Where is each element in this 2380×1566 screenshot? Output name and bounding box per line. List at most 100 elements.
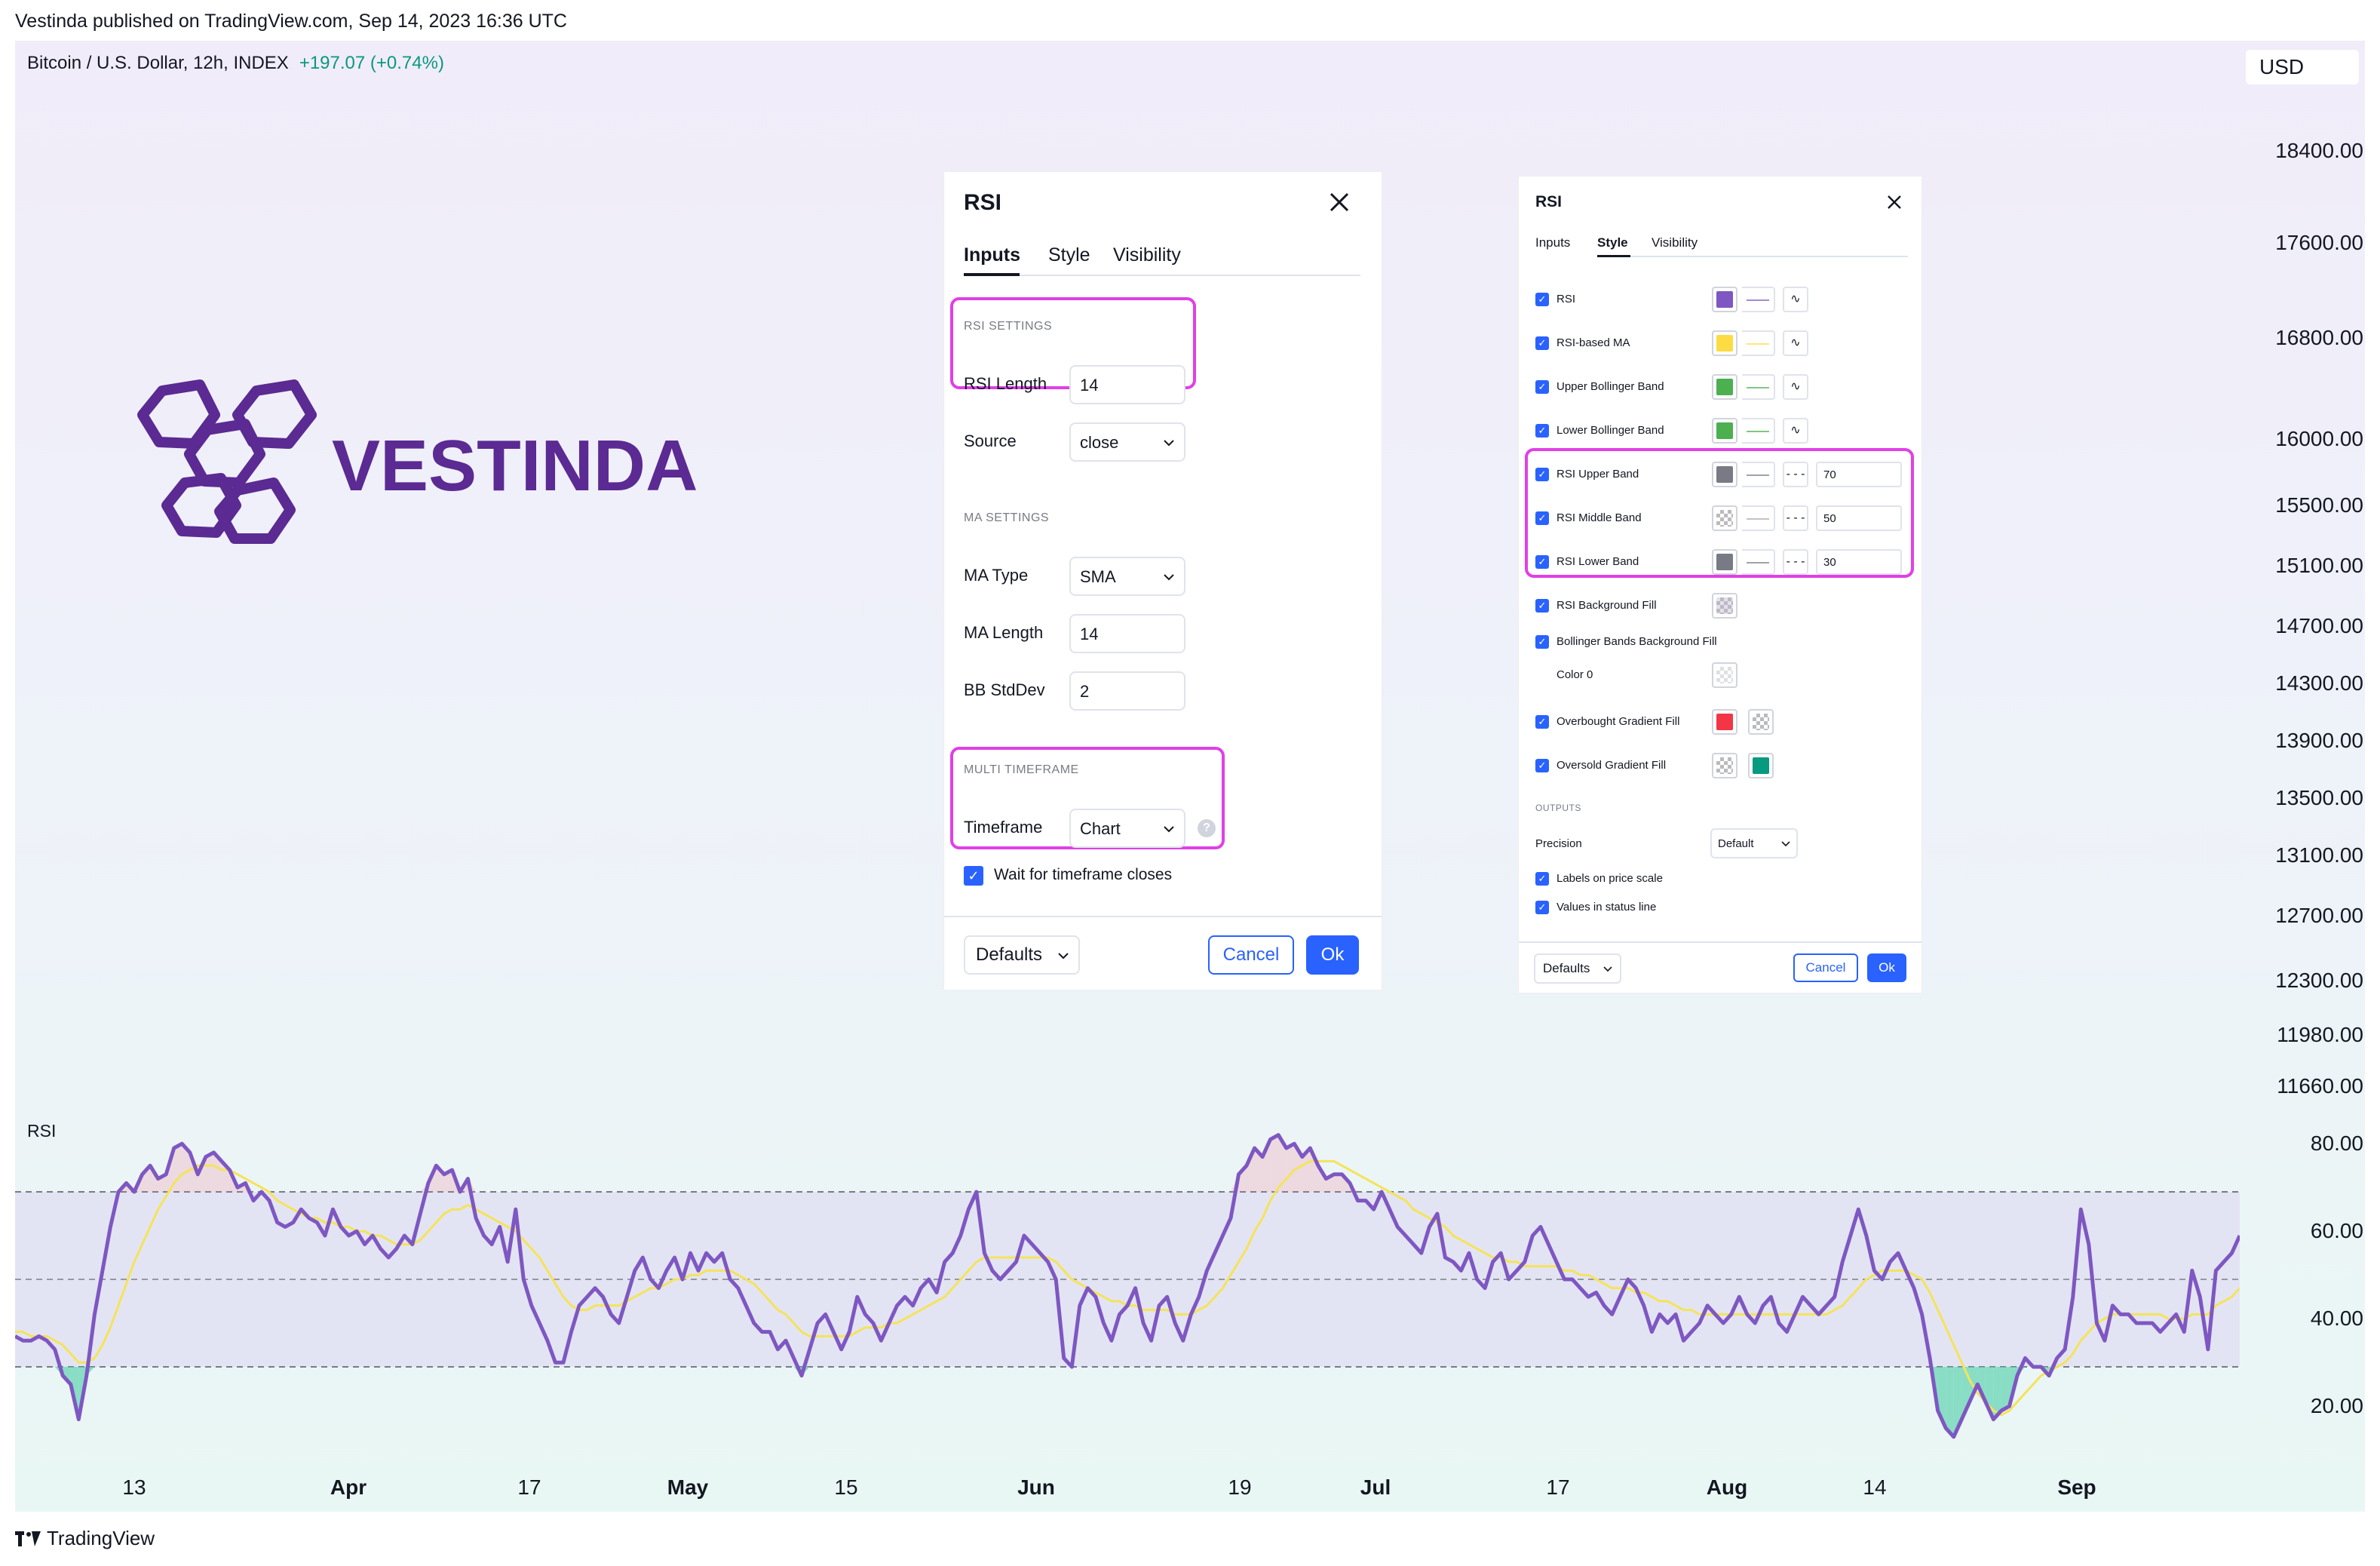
plot-type-icon[interactable]: ∿ xyxy=(1783,287,1808,312)
color-swatch[interactable] xyxy=(1712,709,1737,735)
price-scale-label: 14300.00 xyxy=(2275,671,2363,695)
row-visibility-checkbox[interactable]: ✓ xyxy=(1535,293,1549,306)
ok-button[interactable]: Ok xyxy=(1867,953,1906,982)
price-scale-label: 17600.00 xyxy=(2275,231,2363,254)
wait-timeframe-checkbox[interactable]: ✓ xyxy=(964,866,983,886)
color-swatch[interactable] xyxy=(1748,709,1774,735)
rsi-chart[interactable] xyxy=(15,1107,2240,1474)
price-change: +197.07 (+0.74%) xyxy=(299,53,444,73)
swatch-color xyxy=(1753,714,1769,730)
row-visibility-checkbox[interactable]: ✓ xyxy=(1535,759,1549,772)
values-status-line-checkbox[interactable]: ✓ xyxy=(1535,901,1549,914)
dashed-line-icon[interactable]: - - - xyxy=(1783,462,1808,487)
defaults-button[interactable]: Defaults xyxy=(1534,953,1621,984)
tab-inputs[interactable]: Inputs xyxy=(964,244,1020,266)
swatch-color xyxy=(1716,422,1733,439)
source-select[interactable]: close xyxy=(1069,422,1185,462)
ma-length-input[interactable]: 14 xyxy=(1069,614,1185,653)
close-icon[interactable] xyxy=(1887,195,1902,210)
overbought-gradient-fill xyxy=(142,1165,151,1192)
style-row-label: Bollinger Bands Background Fill xyxy=(1557,635,1717,648)
color-swatch[interactable] xyxy=(1712,374,1737,400)
defaults-button-label: Defaults xyxy=(1543,961,1590,975)
precision-select[interactable]: Default xyxy=(1710,828,1798,858)
swatch-color xyxy=(1716,510,1733,527)
ok-button[interactable]: Ok xyxy=(1306,935,1359,975)
color-swatch[interactable] xyxy=(1712,753,1737,778)
symbol-legend[interactable]: Bitcoin / U.S. Dollar, 12h, INDEX +197.07… xyxy=(27,53,444,74)
line-style-control[interactable] xyxy=(1742,549,1775,575)
swatch-color xyxy=(1716,757,1733,774)
row-visibility-checkbox[interactable]: ✓ xyxy=(1535,424,1549,438)
row-visibility-checkbox[interactable]: ✓ xyxy=(1535,336,1549,350)
band-value-input[interactable]: 50 xyxy=(1816,505,1902,531)
dashed-line-icon[interactable]: - - - xyxy=(1783,549,1808,575)
time-axis-label: Apr xyxy=(330,1475,367,1499)
plot-type-icon[interactable]: ∿ xyxy=(1783,374,1808,400)
help-icon[interactable]: ? xyxy=(1198,819,1216,837)
line-style-control[interactable] xyxy=(1742,418,1775,444)
tab-visibility[interactable]: Visibility xyxy=(1652,235,1698,250)
tab-inputs[interactable]: Inputs xyxy=(1535,235,1571,250)
line-style-control[interactable] xyxy=(1742,505,1775,531)
row-visibility-checkbox[interactable]: ✓ xyxy=(1535,468,1549,481)
cancel-button[interactable]: Cancel xyxy=(1793,953,1858,982)
wait-timeframe-label: Wait for timeframe closes xyxy=(994,866,1173,883)
defaults-button[interactable]: Defaults xyxy=(964,935,1080,975)
plot-type-icon[interactable]: ∿ xyxy=(1783,330,1808,356)
overbought-gradient-fill xyxy=(1270,1135,1279,1192)
line-style-control[interactable] xyxy=(1742,287,1775,312)
timeframe-select[interactable]: Chart xyxy=(1069,809,1185,848)
chevron-down-icon xyxy=(1603,966,1612,972)
currency-selector[interactable]: USD xyxy=(2246,50,2359,84)
color-swatch[interactable] xyxy=(1712,287,1737,312)
row-visibility-checkbox[interactable]: ✓ xyxy=(1535,380,1549,394)
overbought-gradient-fill xyxy=(443,1170,452,1192)
overbought-gradient-fill xyxy=(1278,1135,1287,1192)
time-axis-label: May xyxy=(667,1475,709,1499)
color-swatch[interactable] xyxy=(1712,549,1737,575)
tab-visibility[interactable]: Visibility xyxy=(1113,244,1181,266)
line-style-control[interactable] xyxy=(1742,462,1775,487)
price-scale-label: 12700.00 xyxy=(2275,904,2363,927)
tab-divider xyxy=(1630,256,1908,257)
tradingview-logo[interactable]: TradingView xyxy=(15,1527,155,1550)
cancel-button[interactable]: Cancel xyxy=(1208,935,1294,975)
color-swatch[interactable] xyxy=(1748,753,1774,778)
row-visibility-checkbox[interactable]: ✓ xyxy=(1535,511,1549,525)
line-preview xyxy=(1747,299,1769,301)
band-value-input[interactable]: 30 xyxy=(1816,549,1902,575)
color-swatch[interactable] xyxy=(1712,505,1737,531)
color-swatch[interactable] xyxy=(1712,330,1737,356)
price-scale-label: 16000.00 xyxy=(2275,427,2363,450)
row-visibility-checkbox[interactable]: ✓ xyxy=(1535,599,1549,613)
line-style-control[interactable] xyxy=(1742,374,1775,400)
rsi-style-dialog[interactable]: RSI Inputs Style Visibility ✓ RSI ∿ ✓ RSI-ba… xyxy=(1519,177,1921,993)
color-swatch[interactable] xyxy=(1712,593,1737,619)
bb-stddev-input[interactable]: 2 xyxy=(1069,671,1185,711)
tab-style[interactable]: Style xyxy=(1597,235,1628,250)
active-tab-indicator xyxy=(964,273,1020,276)
swatch-color xyxy=(1716,597,1733,614)
plot-type-icon[interactable]: ∿ xyxy=(1783,418,1808,444)
precision-value: Default xyxy=(1718,837,1754,850)
color-swatch[interactable] xyxy=(1712,462,1737,487)
row-visibility-checkbox[interactable]: ✓ xyxy=(1535,715,1549,729)
overbought-gradient-fill xyxy=(205,1152,214,1192)
row-visibility-checkbox[interactable]: ✓ xyxy=(1535,635,1549,649)
line-preview xyxy=(1747,562,1769,563)
band-value: 70 xyxy=(1823,468,1836,481)
color-swatch[interactable] xyxy=(1712,418,1737,444)
close-icon[interactable] xyxy=(1329,192,1350,213)
line-style-control[interactable] xyxy=(1742,330,1775,356)
dashed-line-icon[interactable]: - - - xyxy=(1783,505,1808,531)
rsi-length-input[interactable]: 14 xyxy=(1069,365,1185,404)
band-value-input[interactable]: 70 xyxy=(1816,462,1902,487)
labels-price-scale-checkbox[interactable]: ✓ xyxy=(1535,872,1549,886)
row-visibility-checkbox[interactable]: ✓ xyxy=(1535,555,1549,569)
tab-style[interactable]: Style xyxy=(1048,244,1090,266)
rsi-inputs-dialog[interactable]: RSI Inputs Style Visibility RSI SETTINGS… xyxy=(944,172,1382,990)
ma-type-select[interactable]: SMA xyxy=(1069,557,1185,596)
oversold-gradient-fill xyxy=(1993,1367,2001,1420)
color-swatch[interactable] xyxy=(1712,662,1737,688)
